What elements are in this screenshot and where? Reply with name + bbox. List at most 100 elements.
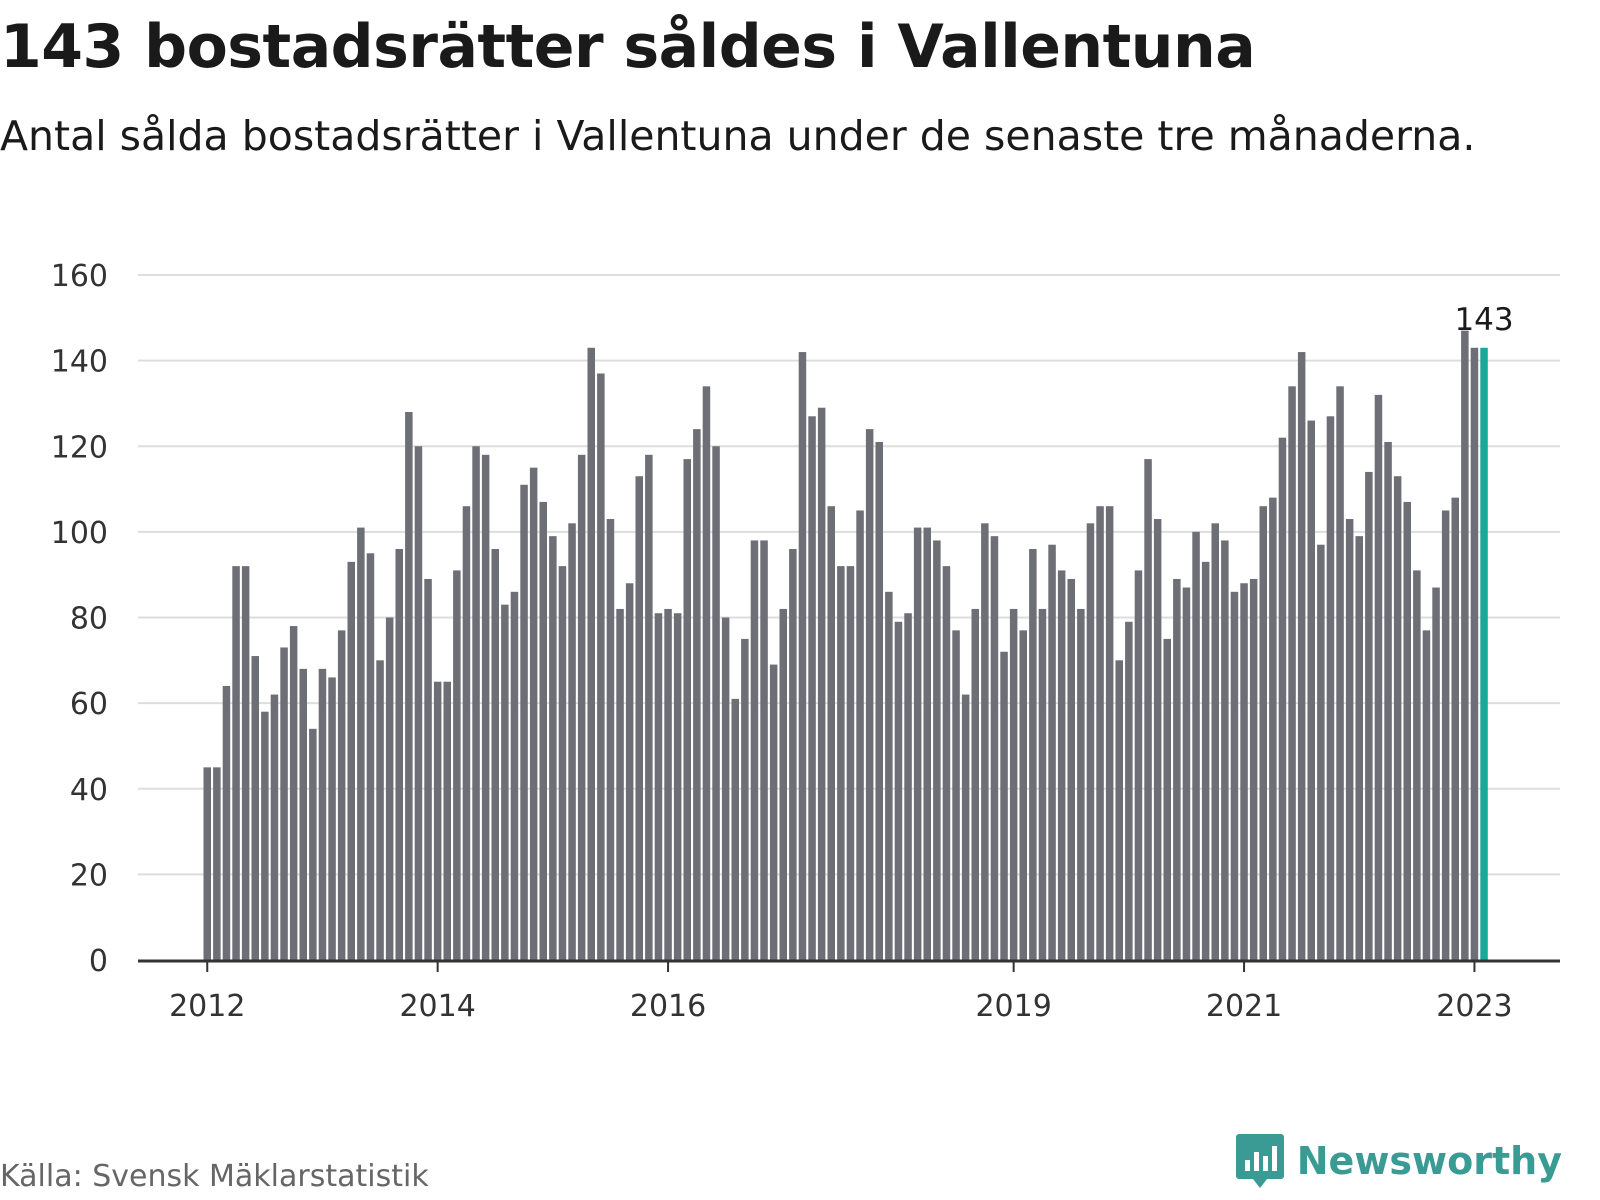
bar <box>712 446 720 960</box>
bar <box>1134 570 1143 960</box>
bar <box>827 506 835 960</box>
bar <box>961 694 970 960</box>
annotations: 143 <box>1454 302 1513 338</box>
bar <box>741 638 749 960</box>
bar <box>1384 441 1392 960</box>
bar <box>280 647 288 960</box>
bar <box>760 540 768 960</box>
bar <box>1019 630 1027 960</box>
bar <box>942 566 951 960</box>
bar <box>453 570 461 960</box>
bar <box>779 608 787 960</box>
bar <box>1365 471 1373 960</box>
bar <box>981 523 989 960</box>
y-tick-label: 100 <box>51 516 108 551</box>
y-tick-label: 80 <box>70 602 108 637</box>
bar <box>1230 591 1239 960</box>
bar <box>1278 437 1287 960</box>
bar <box>673 613 682 960</box>
bar <box>1240 583 1248 960</box>
source-note: Källa: Svensk Mäklarstatistik <box>0 1159 429 1194</box>
bar <box>923 527 931 960</box>
x-tick-label: 2021 <box>1206 989 1282 1024</box>
bar <box>357 527 365 960</box>
bar <box>635 476 643 960</box>
bar <box>213 767 221 960</box>
brand-logo: Newsworthy <box>1235 1132 1562 1190</box>
bar <box>702 386 711 960</box>
data-label: 143 <box>1454 302 1513 338</box>
bar <box>1432 587 1440 960</box>
bar <box>299 668 307 960</box>
bar <box>481 454 490 960</box>
y-axis-ticks: 0 20 40 60 80 100 120 140 160 <box>51 259 108 979</box>
bar <box>337 630 346 960</box>
bar <box>1173 578 1181 960</box>
bar <box>424 578 432 960</box>
bar <box>558 566 567 960</box>
bars <box>203 330 1488 960</box>
bar <box>625 583 634 960</box>
bar <box>865 429 874 960</box>
bar <box>1413 570 1421 960</box>
y-tick-label: 20 <box>70 858 108 893</box>
bar <box>309 728 317 960</box>
y-tick-label: 40 <box>70 773 108 808</box>
bar <box>808 416 816 960</box>
bar <box>1201 561 1210 960</box>
bar <box>933 540 941 960</box>
bar <box>1125 621 1133 960</box>
bar <box>654 613 663 960</box>
y-tick-label: 160 <box>51 259 108 294</box>
bar <box>395 549 403 960</box>
x-tick-label: 2012 <box>169 989 245 1024</box>
bar <box>1182 587 1191 960</box>
bar <box>405 412 413 960</box>
bar <box>1077 608 1085 960</box>
bar <box>1307 420 1315 960</box>
bar <box>520 484 528 960</box>
bar <box>568 523 576 960</box>
bar <box>597 373 605 960</box>
bar <box>472 446 480 960</box>
bar <box>1192 531 1200 960</box>
bar <box>837 566 845 960</box>
bar <box>1029 549 1037 960</box>
bar <box>846 566 855 960</box>
bar <box>1393 476 1402 960</box>
bar <box>577 454 586 960</box>
bar <box>789 549 797 960</box>
bar <box>385 617 394 960</box>
bar <box>1269 497 1277 960</box>
y-tick-label: 0 <box>89 944 108 979</box>
bar <box>549 536 557 960</box>
bar <box>1326 416 1335 960</box>
bar <box>462 506 471 960</box>
bar <box>529 467 538 960</box>
bar <box>433 681 442 960</box>
bar <box>1211 523 1219 960</box>
bar <box>1067 578 1075 960</box>
y-tick-label: 60 <box>70 687 108 722</box>
chart-subtitle: Antal sålda bostadsrätter i Vallentuna u… <box>0 112 1476 160</box>
bar <box>1009 608 1018 960</box>
bar <box>1317 544 1325 960</box>
bar <box>1048 544 1056 960</box>
brand-name: Newsworthy <box>1296 1139 1562 1183</box>
bar <box>990 536 999 960</box>
bar <box>328 677 336 960</box>
bar <box>693 429 701 960</box>
bar <box>1259 506 1267 960</box>
bar <box>904 613 912 960</box>
bar <box>856 510 864 960</box>
bar <box>1374 394 1383 960</box>
x-tick-label: 2019 <box>975 989 1051 1024</box>
bar <box>875 441 883 960</box>
bar <box>1057 570 1066 960</box>
bar <box>683 459 691 960</box>
bar <box>1115 660 1123 960</box>
bar <box>222 686 231 960</box>
bar <box>587 347 595 960</box>
bar <box>270 694 279 960</box>
